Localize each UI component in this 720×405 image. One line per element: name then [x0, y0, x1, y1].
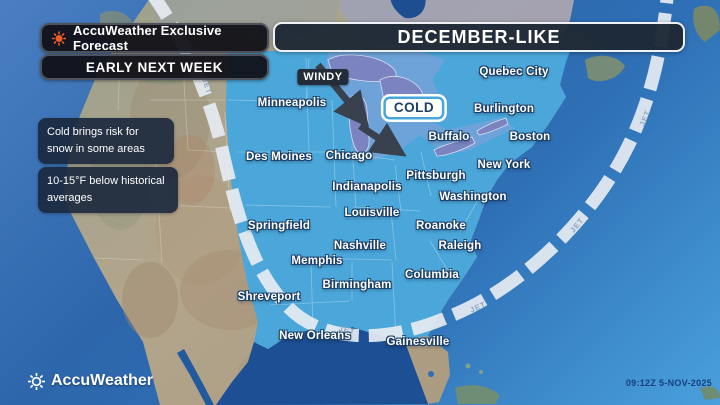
caribbean-islands — [428, 363, 720, 404]
cold-air-region — [226, 51, 570, 349]
city-label-birmingham: Birmingham — [322, 279, 392, 291]
wind-arrow — [358, 122, 407, 157]
city-label-gainesville: Gainesville — [386, 336, 450, 348]
city-label-louisville: Louisville — [344, 207, 400, 219]
city-label-indianapolis: Indianapolis — [332, 181, 402, 193]
callout-below-average: 10-15°F below historical averages — [38, 167, 178, 213]
city-label-minneapolis: Minneapolis — [257, 97, 327, 109]
windy-annotation: WINDY — [297, 69, 349, 85]
timing-badge: EARLY NEXT WEEK — [40, 54, 269, 80]
callout-snow-risk: Cold brings risk for snow in some areas — [38, 118, 174, 164]
city-label-burlington: Burlington — [473, 103, 535, 115]
city-label-new-york: New York — [477, 159, 531, 171]
city-label-pittsburgh: Pittsburgh — [406, 170, 466, 182]
accuweather-sun-icon — [52, 30, 67, 46]
city-label-shreveport: Shreveport — [237, 291, 301, 303]
lake-ontario — [476, 117, 509, 136]
city-label-boston: Boston — [509, 131, 551, 143]
city-label-buffalo: Buffalo — [428, 131, 470, 143]
city-label-columbia: Columbia — [405, 269, 459, 281]
city-label-nashville: Nashville — [333, 240, 387, 252]
headline-banner: DECEMBER-LIKE — [273, 22, 685, 52]
hudson-bay — [390, 0, 426, 19]
city-label-chicago: Chicago — [325, 150, 373, 162]
city-label-new-orleans: New Orleans — [279, 330, 351, 342]
accuweather-logo: AccuWeather — [28, 372, 153, 390]
city-label-memphis: Memphis — [291, 255, 343, 267]
exclusive-forecast-label: AccuWeather Exclusive Forecast — [73, 23, 222, 53]
brand-wordmark: AccuWeather — [51, 372, 153, 389]
city-label-roanoke: Roanoke — [416, 220, 466, 232]
city-label-washington: Washington — [439, 191, 507, 203]
city-label-raleigh: Raleigh — [438, 240, 482, 252]
jet-stream-band — [148, 0, 674, 343]
city-label-springfield: Springfield — [247, 220, 311, 232]
cold-annotation: COLD — [385, 99, 443, 117]
gulf-of-mexico — [216, 327, 428, 405]
timing-label: EARLY NEXT WEEK — [85, 59, 224, 75]
lake-erie — [433, 136, 476, 157]
city-label-des-moines: Des Moines — [246, 151, 312, 163]
sea-of-cortez — [177, 349, 214, 405]
city-label-quebec-city: Quebec City — [479, 66, 549, 78]
timestamp: 09:12Z 5-NOV-2025 — [625, 378, 712, 388]
accuweather-sun-icon — [28, 372, 45, 390]
exclusive-forecast-badge: AccuWeather Exclusive Forecast — [40, 23, 269, 53]
